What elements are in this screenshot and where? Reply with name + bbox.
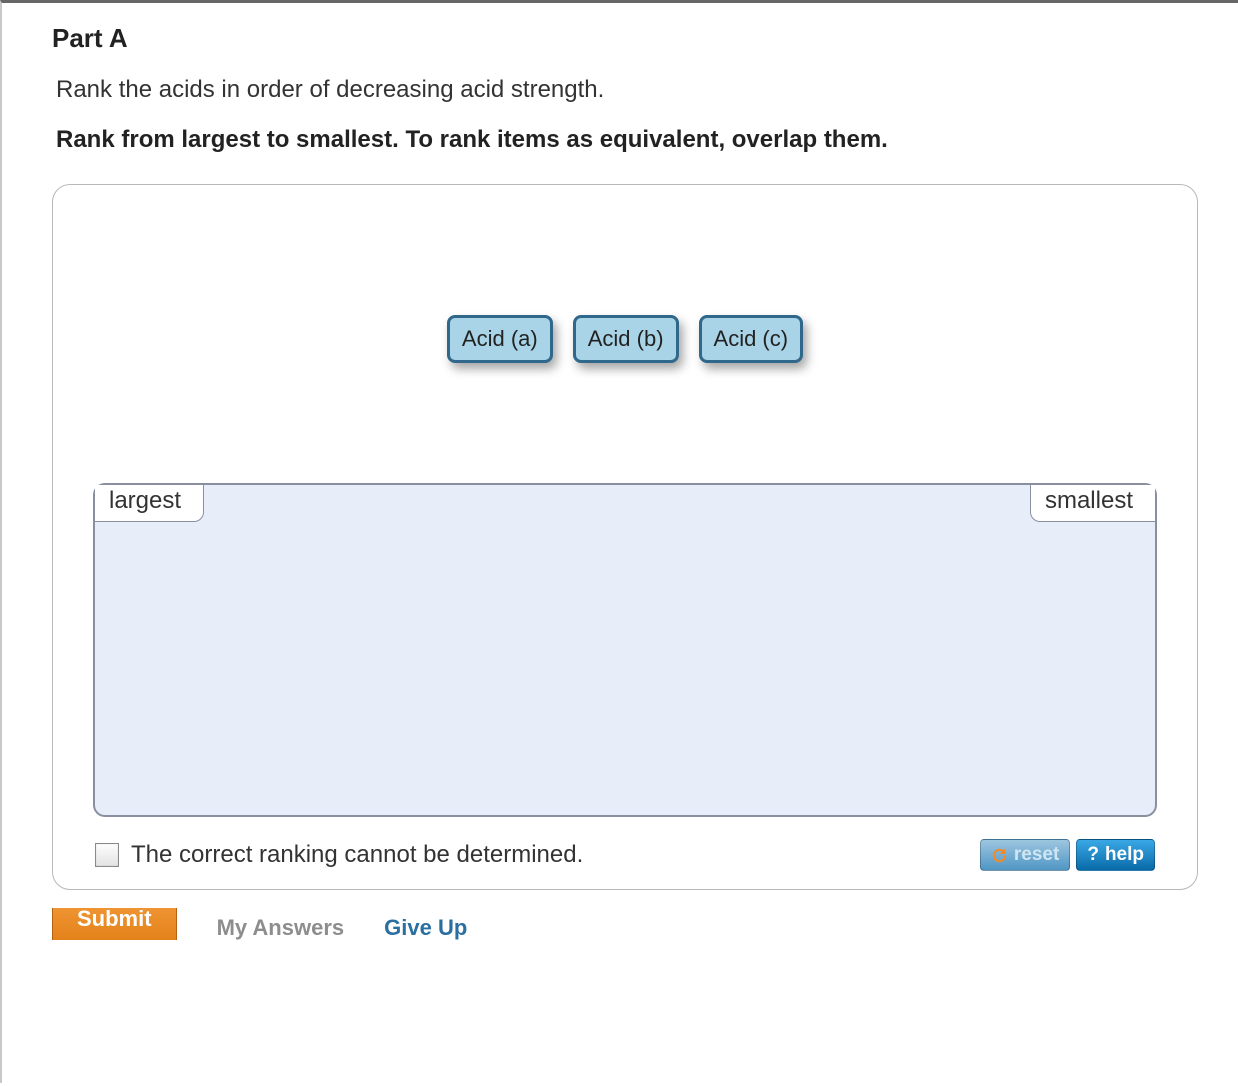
question-prompt: Rank the acids in order of decreasing ac… [52,76,1198,104]
give-up-label: Give Up [384,915,467,940]
cannot-determine-group: The correct ranking cannot be determined… [95,841,583,869]
action-row: Submit My Answers Give Up [52,908,1238,940]
part-title: Part A [52,23,1198,54]
draggable-token-acid-a[interactable]: Acid (a) [447,315,553,363]
draggable-tokens-row: Acid (a) Acid (b) Acid (c) [83,315,1167,363]
help-label: help [1105,844,1144,866]
token-label: Acid (b) [588,326,664,351]
reset-label: reset [1014,844,1059,866]
workspace-controls: reset ? help [980,839,1155,871]
submit-button[interactable]: Submit [52,908,177,940]
help-question-icon: ? [1087,844,1099,866]
token-label: Acid (c) [714,326,789,351]
my-answers-label: My Answers [217,915,345,940]
ranking-workspace: Acid (a) Acid (b) Acid (c) largest small… [52,184,1198,890]
ranking-drop-zone[interactable]: largest smallest [93,483,1157,817]
draggable-token-acid-b[interactable]: Acid (b) [573,315,679,363]
reset-icon [991,847,1008,864]
submit-label: Submit [77,908,152,931]
draggable-token-acid-c[interactable]: Acid (c) [699,315,804,363]
drop-zone-right-label: smallest [1030,485,1155,522]
question-header: Part A Rank the acids in order of decrea… [2,23,1238,154]
give-up-link[interactable]: Give Up [384,908,467,940]
help-button[interactable]: ? help [1076,839,1155,871]
drop-zone-left-label: largest [95,485,204,522]
cannot-determine-label: The correct ranking cannot be determined… [131,841,583,869]
token-label: Acid (a) [462,326,538,351]
my-answers-link[interactable]: My Answers [217,908,345,940]
reset-button[interactable]: reset [980,839,1070,871]
page-container: Part A Rank the acids in order of decrea… [0,0,1238,1083]
cannot-determine-checkbox[interactable] [95,843,119,867]
workspace-footer: The correct ranking cannot be determined… [83,839,1167,871]
ranking-instructions: Rank from largest to smallest. To rank i… [52,126,1198,154]
